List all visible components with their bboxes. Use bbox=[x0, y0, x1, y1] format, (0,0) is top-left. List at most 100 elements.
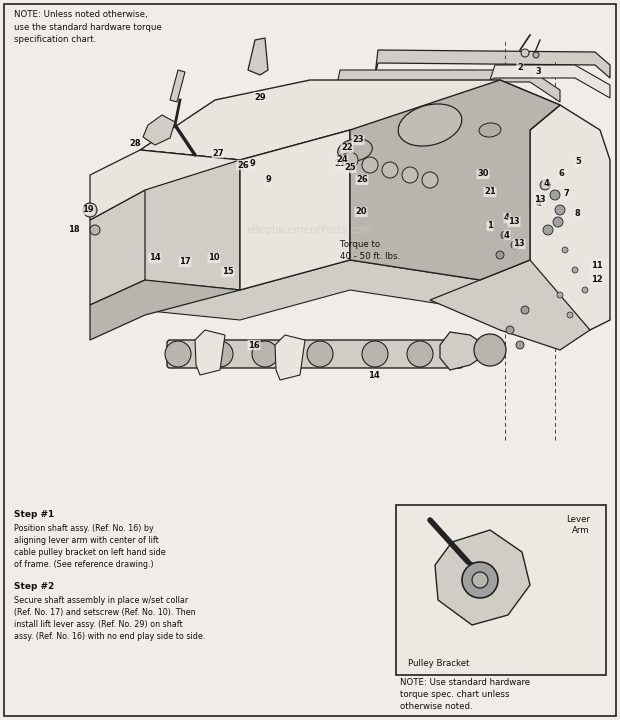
Circle shape bbox=[252, 341, 278, 367]
Text: 4: 4 bbox=[543, 179, 549, 187]
Text: 11: 11 bbox=[591, 261, 603, 269]
Circle shape bbox=[506, 326, 514, 334]
Polygon shape bbox=[275, 335, 305, 380]
Polygon shape bbox=[435, 530, 530, 625]
Text: Lever
Arm: Lever Arm bbox=[566, 515, 590, 535]
Circle shape bbox=[543, 225, 553, 235]
Text: 13: 13 bbox=[513, 240, 525, 248]
Circle shape bbox=[472, 572, 488, 588]
Text: 8: 8 bbox=[574, 209, 580, 217]
Text: 3: 3 bbox=[535, 68, 541, 76]
Text: Position shaft assy. (Ref. No. 16) by
aligning lever arm with center of lift
cab: Position shaft assy. (Ref. No. 16) by al… bbox=[14, 524, 166, 570]
Text: Step #1: Step #1 bbox=[14, 510, 55, 519]
Polygon shape bbox=[350, 80, 560, 280]
Circle shape bbox=[362, 341, 388, 367]
Bar bbox=[396, 505, 606, 675]
Circle shape bbox=[540, 180, 550, 190]
Text: 25: 25 bbox=[344, 163, 356, 173]
Circle shape bbox=[407, 341, 433, 367]
Circle shape bbox=[511, 241, 519, 249]
Text: 6: 6 bbox=[558, 169, 564, 179]
Text: 28: 28 bbox=[129, 138, 141, 148]
Text: Secure shaft assembly in place w/set collar
(Ref. No. 17) and setscrew (Ref. No.: Secure shaft assembly in place w/set col… bbox=[14, 596, 205, 642]
Circle shape bbox=[402, 167, 418, 183]
Text: 7: 7 bbox=[563, 189, 569, 199]
Circle shape bbox=[165, 341, 191, 367]
Circle shape bbox=[207, 341, 233, 367]
Text: 23: 23 bbox=[352, 135, 364, 145]
Text: 4: 4 bbox=[504, 214, 510, 222]
Circle shape bbox=[557, 292, 563, 298]
Ellipse shape bbox=[479, 123, 501, 137]
Circle shape bbox=[474, 334, 506, 366]
Circle shape bbox=[382, 162, 398, 178]
Polygon shape bbox=[170, 70, 185, 102]
Text: 26: 26 bbox=[237, 161, 249, 169]
Circle shape bbox=[496, 251, 504, 259]
Polygon shape bbox=[90, 280, 240, 340]
Polygon shape bbox=[140, 150, 240, 290]
Circle shape bbox=[555, 205, 565, 215]
Polygon shape bbox=[143, 115, 175, 145]
Polygon shape bbox=[90, 150, 240, 220]
Text: 9: 9 bbox=[265, 176, 271, 184]
Text: 13: 13 bbox=[508, 217, 520, 227]
Ellipse shape bbox=[398, 104, 462, 146]
Text: 18: 18 bbox=[68, 225, 80, 235]
Polygon shape bbox=[440, 332, 485, 370]
Circle shape bbox=[533, 52, 539, 58]
Circle shape bbox=[442, 341, 468, 367]
Circle shape bbox=[83, 203, 97, 217]
Polygon shape bbox=[90, 190, 145, 305]
Text: 22: 22 bbox=[341, 143, 353, 153]
Text: 20: 20 bbox=[355, 207, 367, 217]
Circle shape bbox=[567, 312, 573, 318]
Circle shape bbox=[582, 287, 588, 293]
Text: 5: 5 bbox=[575, 158, 581, 166]
Text: 14: 14 bbox=[149, 253, 161, 263]
Text: 29: 29 bbox=[254, 92, 266, 102]
Circle shape bbox=[501, 231, 509, 239]
Polygon shape bbox=[430, 260, 590, 350]
Polygon shape bbox=[530, 105, 610, 330]
FancyBboxPatch shape bbox=[167, 340, 463, 368]
Polygon shape bbox=[140, 80, 560, 160]
Polygon shape bbox=[140, 260, 480, 320]
Text: 30: 30 bbox=[477, 169, 489, 179]
Circle shape bbox=[307, 341, 333, 367]
Text: 4: 4 bbox=[504, 230, 510, 240]
Circle shape bbox=[521, 306, 529, 314]
Polygon shape bbox=[490, 65, 610, 98]
Text: 21: 21 bbox=[484, 187, 496, 197]
Text: Pulley Bracket: Pulley Bracket bbox=[408, 659, 469, 668]
Text: 4: 4 bbox=[535, 199, 541, 207]
Text: 10: 10 bbox=[208, 253, 220, 263]
Text: 12: 12 bbox=[591, 276, 603, 284]
Text: 15: 15 bbox=[222, 268, 234, 276]
Circle shape bbox=[562, 247, 568, 253]
Text: NOTE: Use standard hardware
torque spec. chart unless
otherwise noted.: NOTE: Use standard hardware torque spec.… bbox=[400, 678, 530, 711]
Text: 17: 17 bbox=[179, 258, 191, 266]
Polygon shape bbox=[240, 130, 350, 290]
Text: 27: 27 bbox=[212, 148, 224, 158]
Polygon shape bbox=[195, 330, 225, 375]
Circle shape bbox=[572, 267, 578, 273]
Polygon shape bbox=[248, 38, 268, 75]
Circle shape bbox=[462, 562, 498, 598]
Circle shape bbox=[422, 172, 438, 188]
Text: 21: 21 bbox=[334, 160, 346, 168]
Circle shape bbox=[553, 217, 563, 227]
Text: Step #2: Step #2 bbox=[14, 582, 55, 591]
Text: 24: 24 bbox=[336, 156, 348, 164]
Circle shape bbox=[516, 341, 524, 349]
Circle shape bbox=[362, 157, 378, 173]
Text: 19: 19 bbox=[82, 205, 94, 215]
Ellipse shape bbox=[338, 139, 373, 161]
Text: 13: 13 bbox=[534, 196, 546, 204]
Text: 26: 26 bbox=[356, 176, 368, 184]
Text: NOTE: Unless noted otherwise,
use the standard hardware torque
specification cha: NOTE: Unless noted otherwise, use the st… bbox=[14, 10, 162, 44]
Text: eReplacementParts.com: eReplacementParts.com bbox=[247, 225, 373, 235]
Circle shape bbox=[550, 190, 560, 200]
Text: 16: 16 bbox=[248, 341, 260, 349]
Text: 1: 1 bbox=[487, 222, 493, 230]
